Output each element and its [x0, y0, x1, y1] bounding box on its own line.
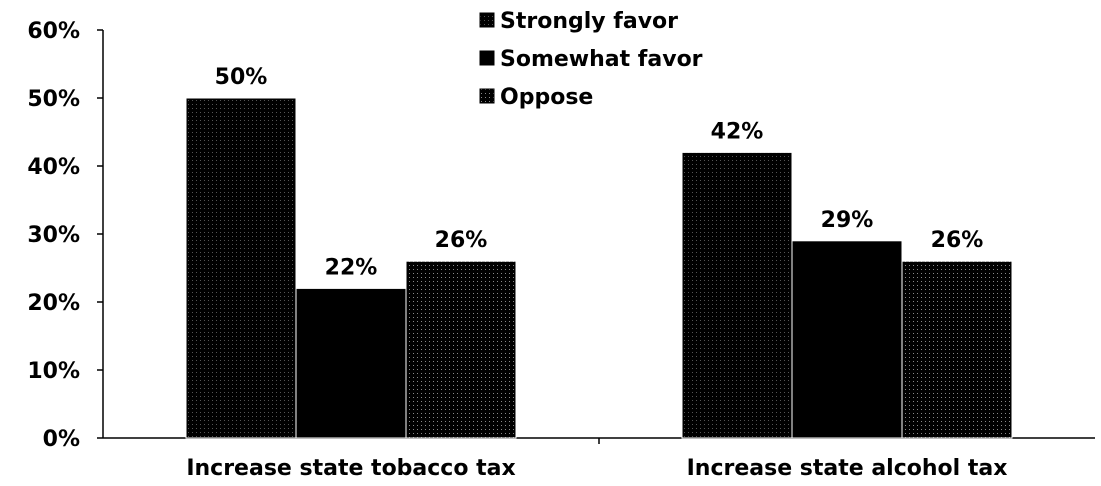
y-tick-label: 30%	[27, 223, 80, 248]
y-tick-label: 20%	[27, 291, 80, 316]
bar-somewhat-favor	[295, 287, 407, 439]
y-tick-label: 10%	[27, 359, 80, 384]
legend-label: Somewhat favor	[500, 47, 703, 72]
axes: 0% 10% 20% 30% 40% 50% 60% Increase state tobac…	[27, 19, 1095, 481]
x-category-label: Increase state tobacco tax	[186, 456, 515, 481]
legend: Strongly favor Somewhat favor Oppose	[479, 9, 703, 110]
y-tick-label: 0%	[43, 427, 80, 452]
data-label: 42%	[711, 119, 764, 144]
data-label: 26%	[931, 228, 984, 253]
data-label: 26%	[435, 228, 488, 253]
bar-strongly-favor	[185, 97, 297, 439]
legend-swatch	[479, 12, 495, 28]
legend-swatch	[479, 50, 495, 66]
data-label: 29%	[821, 208, 874, 233]
bar-somewhat-favor	[791, 240, 903, 439]
bars	[185, 97, 1013, 439]
legend-label: Strongly favor	[500, 9, 678, 34]
legend-label: Oppose	[500, 85, 593, 110]
data-label: 22%	[325, 255, 378, 280]
data-labels: 50% 22% 26% 42% 29% 26%	[215, 65, 984, 280]
data-label: 50%	[215, 65, 268, 90]
bar-strongly-favor	[681, 151, 793, 439]
x-category-label: Increase state alcohol tax	[687, 456, 1008, 481]
y-tick-label: 50%	[27, 87, 80, 112]
legend-swatch	[479, 88, 495, 104]
y-tick-label: 60%	[27, 19, 80, 44]
y-tick-label: 40%	[27, 155, 80, 180]
bar-oppose	[405, 260, 517, 439]
bar-oppose	[901, 260, 1013, 439]
